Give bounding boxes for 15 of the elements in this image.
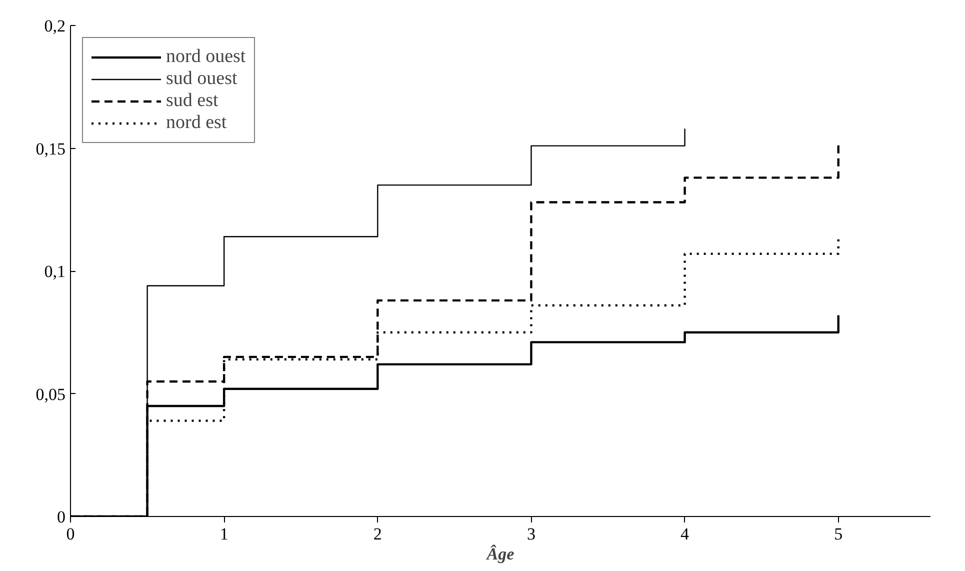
legend-label: sud est — [166, 90, 218, 112]
y-tick-label: 0,1 — [44, 262, 66, 281]
legend-label: nord est — [166, 112, 227, 134]
x-tick-label: 4 — [680, 524, 690, 544]
legend-label: nord ouest — [166, 46, 246, 68]
y-tick-label: 0,15 — [36, 139, 66, 158]
legend-label: sud ouest — [166, 68, 238, 90]
x-tick-label: 5 — [834, 524, 843, 544]
y-tick-label: 0,05 — [36, 384, 66, 404]
x-tick-label: 1 — [220, 524, 228, 544]
x-tick-label: 2 — [373, 524, 382, 544]
x-axis-title: Âge — [486, 544, 515, 564]
x-tick-label: 3 — [526, 524, 536, 544]
y-tick-label: 0 — [57, 508, 66, 526]
y-tick-label: 0,2 — [44, 16, 66, 36]
